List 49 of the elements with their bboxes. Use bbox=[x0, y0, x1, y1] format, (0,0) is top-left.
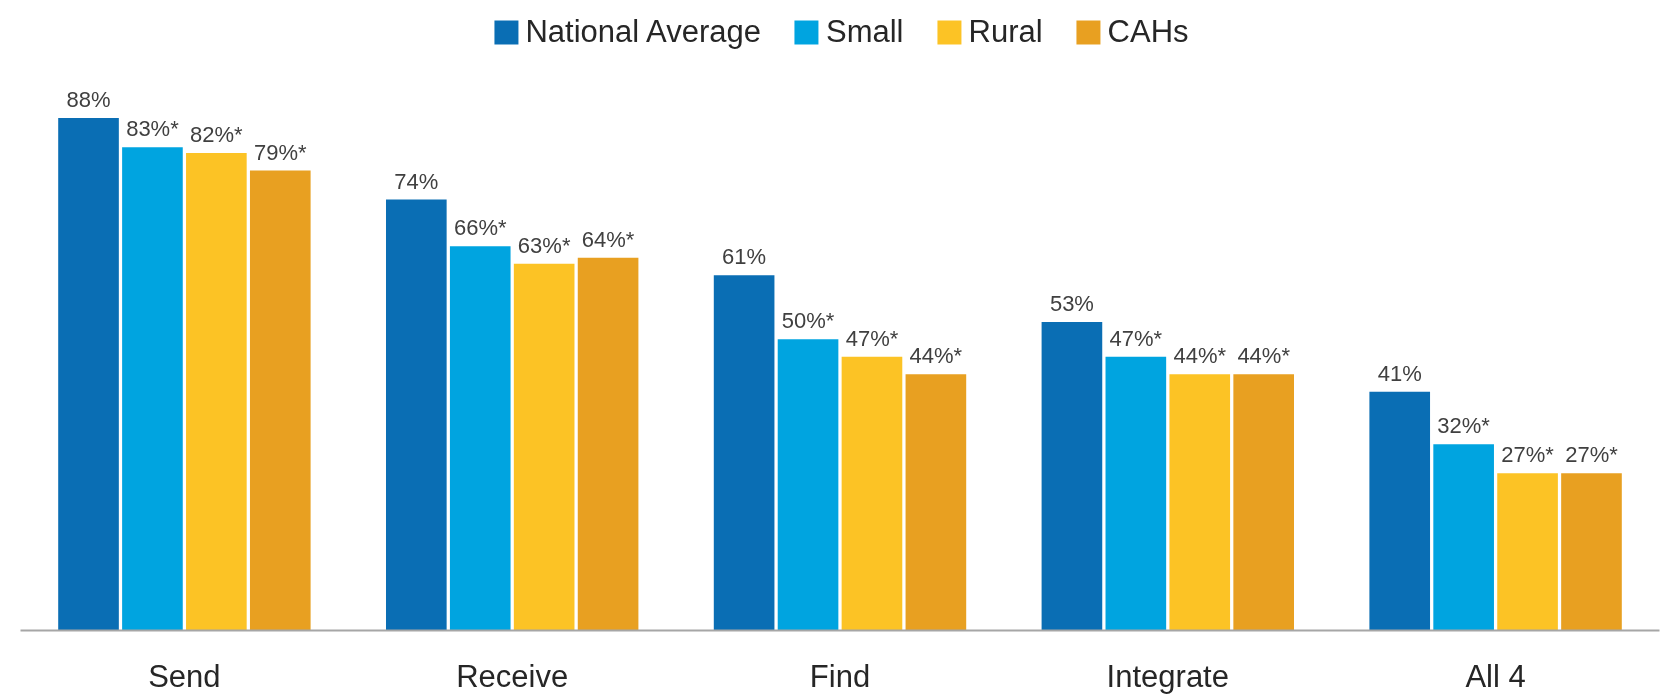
bar bbox=[1433, 444, 1494, 631]
legend-label: National Average bbox=[525, 14, 761, 50]
data-label: 61% bbox=[722, 244, 767, 270]
data-label: 88% bbox=[66, 87, 111, 113]
legend-label: Small bbox=[825, 14, 904, 50]
bar bbox=[777, 339, 839, 631]
data-label: 32%* bbox=[1437, 413, 1491, 439]
data-label: 66%* bbox=[453, 215, 507, 241]
data-label: 27%* bbox=[1501, 442, 1555, 468]
bar bbox=[1369, 391, 1431, 631]
bar bbox=[386, 199, 447, 631]
data-label: 44%* bbox=[1173, 343, 1227, 369]
data-label: 79%* bbox=[253, 139, 308, 165]
data-label: 53% bbox=[1049, 290, 1094, 316]
bar bbox=[186, 153, 247, 631]
bar bbox=[1041, 321, 1103, 631]
bar bbox=[1105, 356, 1167, 631]
data-label: 63%* bbox=[517, 232, 571, 258]
bar bbox=[1561, 473, 1622, 631]
data-label: 74% bbox=[394, 168, 439, 194]
bar bbox=[841, 356, 903, 631]
data-label: 41% bbox=[1377, 360, 1422, 386]
bar bbox=[1233, 374, 1294, 631]
bar bbox=[905, 374, 967, 631]
bar bbox=[122, 147, 183, 631]
bar bbox=[449, 246, 511, 631]
x-tick-label: All 4 bbox=[1465, 658, 1526, 694]
data-label: 27%* bbox=[1565, 442, 1619, 468]
x-tick-label: Receive bbox=[456, 658, 569, 694]
data-label: 44%* bbox=[909, 343, 963, 369]
data-label: 82%* bbox=[190, 122, 244, 148]
bar bbox=[713, 275, 775, 631]
bar bbox=[513, 263, 575, 631]
x-tick-label: Integrate bbox=[1106, 658, 1229, 694]
data-label: 47%* bbox=[845, 325, 899, 351]
data-label: 64%* bbox=[581, 226, 635, 252]
bar bbox=[577, 257, 639, 631]
x-tick-label: Find bbox=[809, 658, 871, 694]
bar bbox=[58, 118, 119, 631]
bar bbox=[249, 170, 311, 631]
legend-label: CAHs bbox=[1107, 14, 1189, 50]
data-label: 44%* bbox=[1237, 343, 1291, 369]
bar bbox=[1169, 374, 1231, 631]
data-label: 50%* bbox=[781, 308, 835, 334]
legend-label: Rural bbox=[968, 14, 1043, 50]
data-label: 47%* bbox=[1109, 325, 1163, 351]
data-label: 83%* bbox=[126, 116, 180, 142]
x-tick-label: Send bbox=[148, 658, 221, 694]
bar bbox=[1497, 473, 1558, 631]
